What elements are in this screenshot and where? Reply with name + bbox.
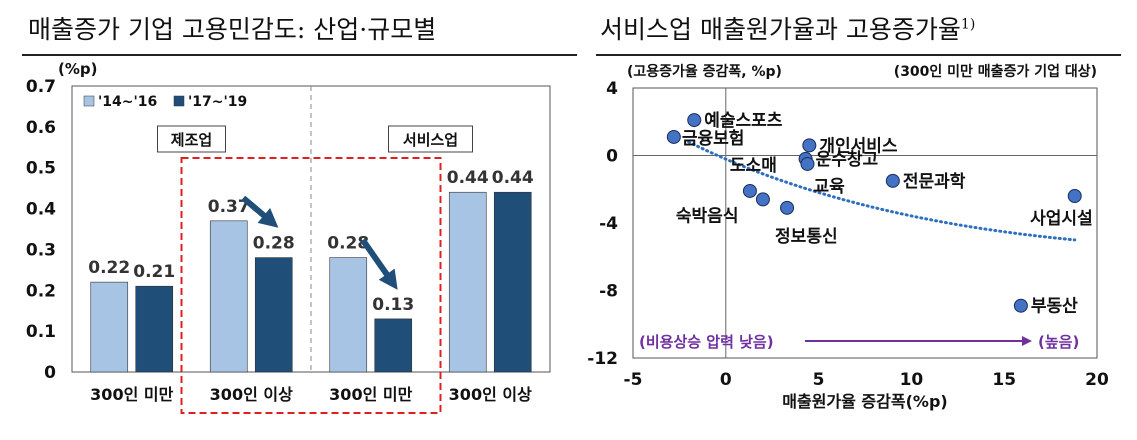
point-label: 사업시설 xyxy=(1030,209,1093,229)
point-label: 금융보험 xyxy=(682,128,745,149)
x-tick-label: 10 xyxy=(900,370,924,390)
bar-value-label: 0.21 xyxy=(133,262,175,282)
x-tick-label: 5 xyxy=(813,370,825,390)
scatter-point xyxy=(666,129,681,144)
x-category-label: 300인 이상 xyxy=(449,385,532,404)
y-tick-label: 0 xyxy=(44,363,56,383)
legend-swatch xyxy=(173,95,185,107)
y-tick-label: -12 xyxy=(587,349,618,369)
group-label-box xyxy=(388,125,473,153)
y-tick-label: -4 xyxy=(599,214,618,234)
plot-frame xyxy=(632,87,1098,359)
bar-series2 xyxy=(135,285,174,373)
y-tick-label: 0.4 xyxy=(26,200,56,220)
y-tick-label: 4 xyxy=(606,79,618,99)
bar-value-label: 0.37 xyxy=(208,197,250,217)
highlight-box xyxy=(180,157,442,414)
group-label: 서비스업 xyxy=(403,131,458,149)
x-axis-label: 매출원가율 증감폭(%p) xyxy=(782,392,947,411)
point-label: 부동산 xyxy=(1031,297,1078,317)
legend-swatch xyxy=(83,95,95,107)
bar-chart: (%p) 0 0.1 0.2 0.3 0.4 0.5 0.6 0.7 0.22 0.21 300인 미… xyxy=(26,60,551,414)
point-label: 숙박음식 xyxy=(676,206,739,226)
point-label: 전문과학 xyxy=(903,172,966,192)
y-tick-label: 0.2 xyxy=(26,281,56,301)
scatter-point xyxy=(800,156,815,171)
x-category-label: 300인 미만 xyxy=(90,385,173,404)
point-label: 정보통신 xyxy=(775,227,838,247)
right-title-rule xyxy=(596,54,1121,56)
x-tick-label: -5 xyxy=(624,370,643,390)
point-label: 교육 xyxy=(813,177,845,197)
sample-note: (300인 미만 매출증가 기업 대상) xyxy=(894,63,1097,80)
bar-series1 xyxy=(90,281,129,373)
annotation-arrowhead xyxy=(1022,336,1032,346)
bar-series2 xyxy=(254,257,293,373)
bar-series1 xyxy=(448,191,487,373)
x-category-label: 300인 미만 xyxy=(329,385,412,404)
y-tick-label: -8 xyxy=(599,282,618,302)
bar-value-label: 0.22 xyxy=(88,258,130,278)
y-tick-label: 0.5 xyxy=(26,159,56,179)
point-label: 개인서비스 xyxy=(819,136,898,156)
decline-arrowhead xyxy=(257,208,279,228)
y-tick-label: 0.7 xyxy=(26,77,56,97)
scatter-point xyxy=(802,138,817,153)
bar-series1 xyxy=(329,257,368,373)
bar-value-label: 0.44 xyxy=(447,168,489,188)
x-category-label: 300인 이상 xyxy=(210,385,293,404)
y-tick-label: 0 xyxy=(606,147,618,167)
decline-arrowhead xyxy=(378,268,398,290)
legend-label: '17~'19 xyxy=(188,94,247,110)
scatter-point xyxy=(885,173,900,188)
bar-value-label: 0.28 xyxy=(253,234,295,254)
x-tick-label: 0 xyxy=(720,370,732,390)
left-panel-title: 매출증가 기업 고용민감도: 산업·규모별 xyxy=(28,15,437,44)
y-axis-label: (고용증가율 증감폭, %p) xyxy=(627,63,782,80)
scatter-point xyxy=(1013,298,1028,313)
scatter-point xyxy=(1067,189,1082,203)
y-tick-label: 0.6 xyxy=(26,118,56,138)
y-tick-label: 0.1 xyxy=(26,322,56,342)
point-label: 도소매 xyxy=(730,156,777,176)
group-label: 제조업 xyxy=(171,131,212,149)
legend-label: '14~'16 xyxy=(98,94,157,110)
x-tick-label: 15 xyxy=(992,370,1016,390)
bar-value-label: 0.13 xyxy=(372,295,414,315)
bar-value-label: 0.28 xyxy=(327,234,369,254)
bar-value-label: 0.44 xyxy=(492,168,534,188)
trend-line xyxy=(687,140,1077,242)
point-label: 예술스포츠 xyxy=(704,111,783,131)
unit-label: (%p) xyxy=(58,60,97,78)
annotation-high: (높음) xyxy=(1038,333,1079,351)
bar-series2 xyxy=(493,191,532,373)
bar-series2 xyxy=(374,318,413,373)
scatter-point xyxy=(780,200,795,215)
scatter-point xyxy=(742,183,757,198)
annotation-low: (비용상승 압력 낮음) xyxy=(639,333,774,351)
point-label: 운수창고 xyxy=(816,150,879,170)
bar-series1 xyxy=(209,220,248,373)
scatter-point xyxy=(687,113,702,128)
y-tick-label: 0.3 xyxy=(26,240,56,260)
right-panel-title: 서비스업 매출원가율과 고용증가율1) xyxy=(600,15,976,44)
group-label-box xyxy=(157,125,226,153)
decline-arrow xyxy=(360,238,394,282)
scatter-chart: 4 0 -4 -8 -12 -5 0 5 10 15 20 (고용증가율 증감폭, %p) (300인 … xyxy=(587,63,1109,411)
left-title-rule xyxy=(22,54,577,56)
x-tick-label: 20 xyxy=(1085,370,1109,390)
footnote-marker: 1) xyxy=(960,16,976,33)
scatter-point xyxy=(755,192,770,207)
